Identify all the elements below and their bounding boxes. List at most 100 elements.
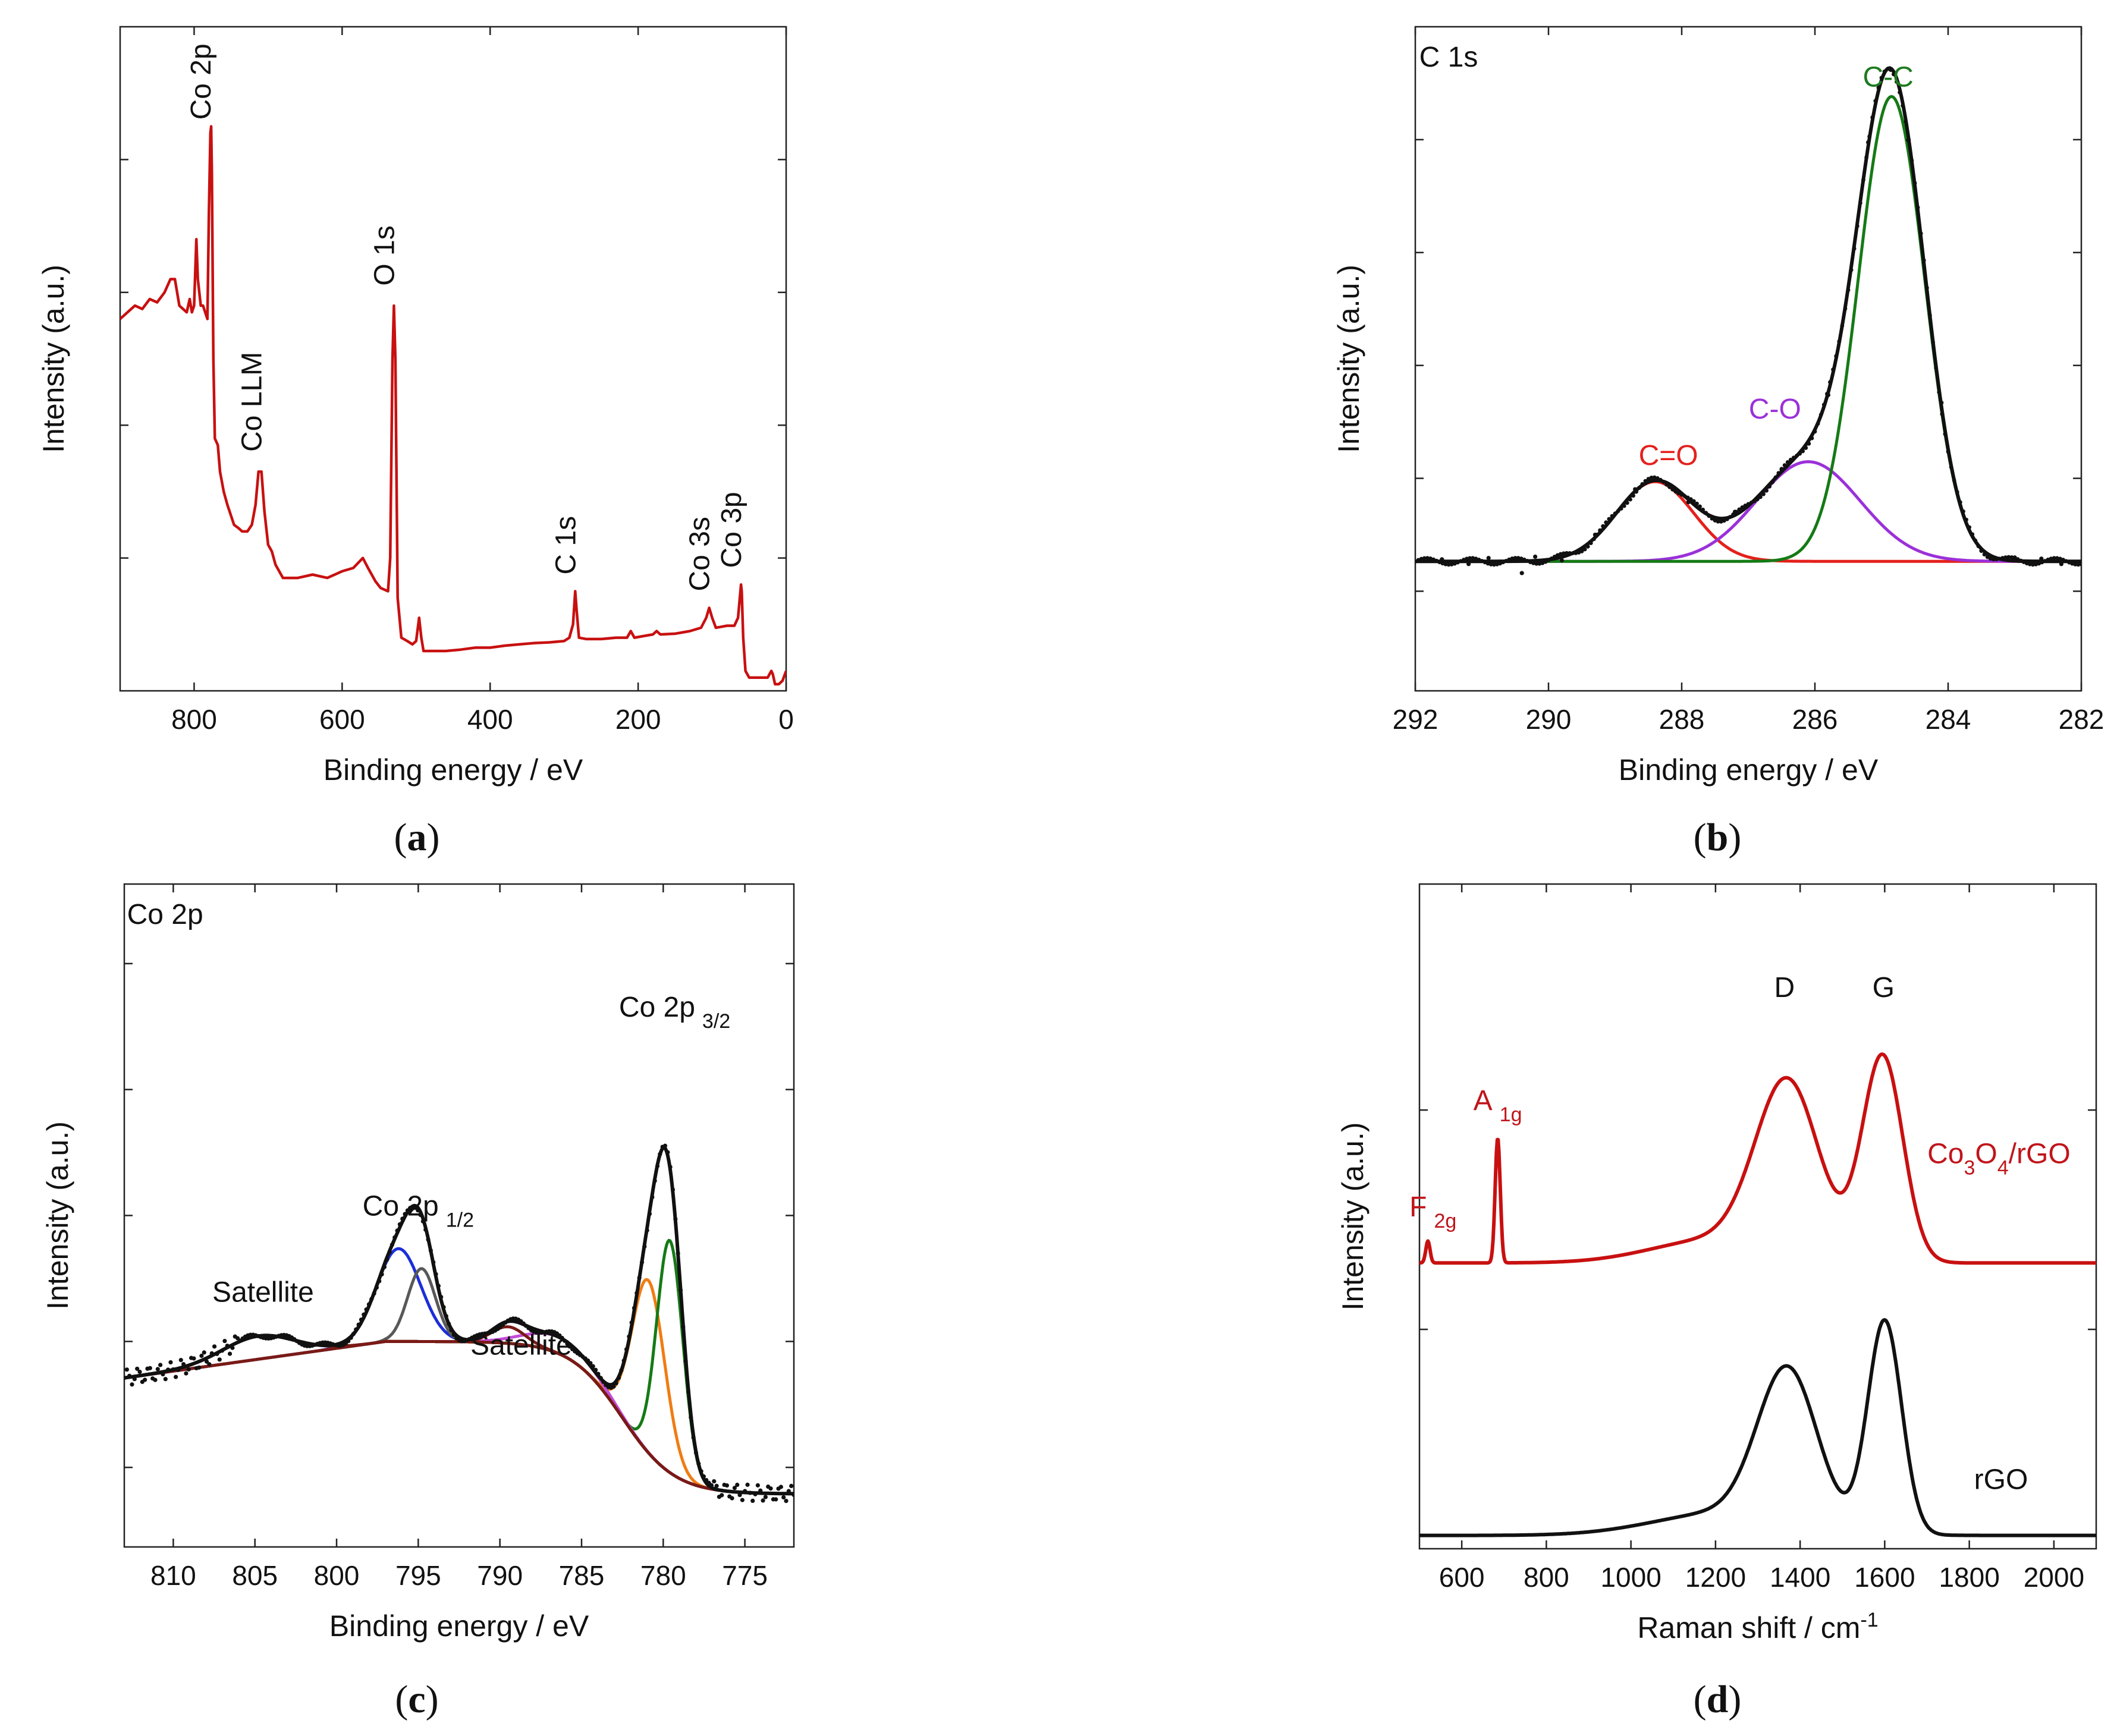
raw-data-point: [1955, 490, 1959, 494]
raw-data-point: [1909, 158, 1914, 163]
raw-data-point: [699, 1469, 703, 1474]
raw-data-point: [143, 1378, 147, 1382]
raw-data-point: [1939, 400, 1944, 405]
raw-data-point: [1813, 429, 1817, 434]
raw-data-point: [1466, 562, 1471, 567]
raw-data-point: [2052, 556, 2056, 561]
x-tick-label-d: 800: [1524, 1562, 1569, 1593]
raw-data-point: [178, 1358, 183, 1363]
raw-data-point: [560, 1335, 564, 1341]
raw-data-point: [369, 1297, 374, 1301]
raw-data-point: [1870, 115, 1875, 119]
raw-data-point: [377, 1279, 382, 1284]
raw-data-point: [1821, 402, 1826, 407]
raw-data-point: [1940, 412, 1945, 417]
raw-data-point: [2059, 562, 2063, 567]
raw-data-point: [720, 1493, 724, 1498]
raw-data-point: [426, 1237, 431, 1242]
raw-data-point: [1973, 538, 1978, 543]
fit-envelope-line: [124, 1146, 794, 1496]
raw-data-point: [1937, 390, 1942, 394]
annotation-text-a-0: Co 2p: [186, 43, 217, 119]
x-tick-label-b: 282: [2059, 704, 2105, 735]
raw-data-point: [598, 1376, 603, 1380]
raw-data-point: [1931, 340, 1935, 345]
annotation-label-c-0: Co 2p: [127, 899, 203, 930]
raw-data-point: [1582, 547, 1587, 552]
raw-data-point: [1631, 493, 1635, 498]
raw-data-point: [439, 1294, 444, 1300]
x-tick-label-c: 775: [722, 1560, 768, 1591]
raw-data-point: [196, 1365, 202, 1370]
raw-data-point: [1704, 511, 1708, 515]
annotation-label-b-2: C-O: [1749, 394, 1801, 425]
raw-data-point: [155, 1367, 160, 1372]
raw-data-point: [662, 1143, 668, 1148]
raw-data-point: [2079, 562, 2081, 567]
raw-data-point: [1764, 488, 1769, 493]
raw-data-point: [1867, 134, 1872, 139]
raw-data-point: [423, 1227, 428, 1232]
raw-data-point: [392, 1235, 397, 1240]
annotation-label-a-1: Co LLM: [237, 352, 268, 452]
raw-data-point: [1670, 487, 1675, 492]
raw-data-point: [451, 1332, 456, 1337]
raw-data-point: [714, 1483, 719, 1488]
raw-data-point: [2073, 562, 2078, 567]
raw-data-point: [2064, 559, 2068, 564]
raw-data-point: [1776, 471, 1781, 476]
raw-data-point: [385, 1257, 390, 1262]
raw-data-point: [1504, 558, 1509, 563]
raw-data-point: [774, 1497, 778, 1502]
raw-data-point: [611, 1384, 616, 1389]
raw-data-point: [1516, 556, 1521, 560]
raw-data-point: [2061, 558, 2065, 562]
raw-data-point: [374, 1285, 379, 1290]
raw-data-point: [444, 1314, 448, 1319]
annotation-text-a-3: C 1s: [550, 516, 582, 575]
raw-data-point: [207, 1362, 212, 1367]
raw-data-point: [215, 1351, 219, 1356]
raw-data-point: [362, 1312, 366, 1317]
raw-data-point: [168, 1360, 173, 1365]
raw-data-point: [416, 1208, 420, 1213]
raw-data-point: [1779, 467, 1784, 472]
raw-data-point: [1613, 511, 1617, 516]
annotation-label-b-3: C=O: [1639, 440, 1698, 471]
x-tick-label-c: 790: [477, 1560, 523, 1591]
raw-data-point: [2003, 555, 2008, 559]
raw-data-point: [1967, 525, 1972, 530]
raw-data-point: [1767, 485, 1772, 489]
raw-data-point: [428, 1248, 433, 1253]
annotation-text-a-2: O 1s: [369, 225, 400, 285]
annotation-part-d-5: Co: [1927, 1139, 1964, 1170]
x-tick-label-b: 292: [1393, 704, 1438, 735]
raw-data-point: [1471, 556, 1475, 561]
raw-data-point: [1773, 475, 1778, 480]
raw-data-point: [1458, 559, 1463, 564]
raw-data-point: [629, 1320, 634, 1325]
raw-data-point: [1849, 268, 1854, 272]
raw-data-point: [1988, 556, 1993, 561]
raw-data-point: [1879, 76, 1884, 80]
raw-data-point: [1543, 559, 1548, 564]
raw-data-point: [225, 1344, 230, 1348]
raw-data-point: [1801, 449, 1805, 454]
raw-data-point: [1831, 367, 1835, 372]
raw-data-point: [1446, 562, 1451, 567]
annotation-label-d-5: Co3O4/rGO: [1927, 1139, 2071, 1180]
raw-data-point: [683, 1359, 688, 1364]
x-tick-label-d: 1000: [1600, 1562, 1661, 1593]
x-tick-label-b: 290: [1526, 704, 1572, 735]
raw-data-point: [1782, 463, 1787, 467]
raw-data-point: [1585, 544, 1590, 549]
raw-data-point: [209, 1351, 214, 1356]
raw-data-point: [637, 1275, 642, 1280]
annotation-text-d-3: F: [1409, 1191, 1427, 1223]
annotation-label-c-1: Co 2p 3/2: [619, 992, 730, 1033]
raw-data-point: [747, 1490, 752, 1495]
x-axis-title-text-d: Raman shift / cm: [1637, 1611, 1860, 1644]
raw-data-point: [2000, 556, 2005, 560]
raw-data-point: [712, 1479, 717, 1484]
raw-data-point: [1482, 560, 1487, 565]
